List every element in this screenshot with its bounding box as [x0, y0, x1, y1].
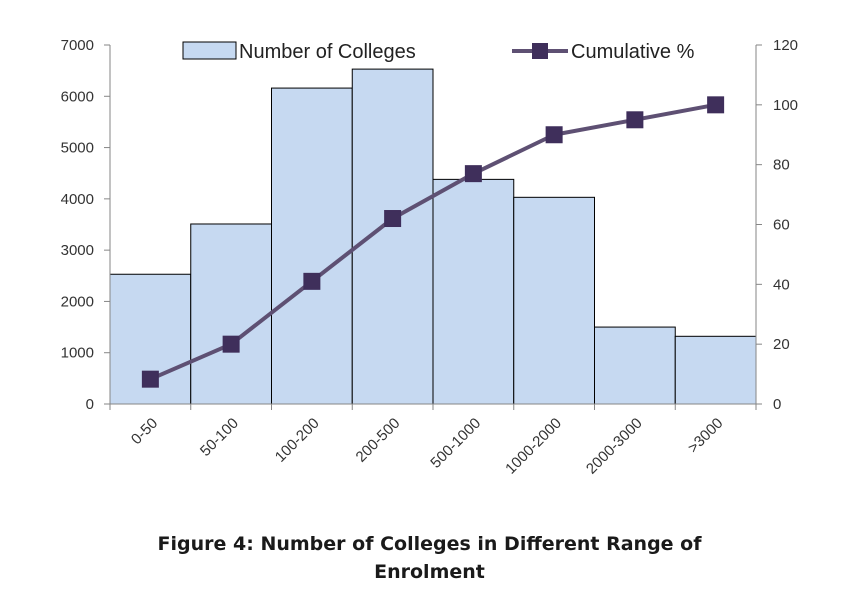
y2-tick-label-20: 20 — [773, 336, 790, 353]
cumulative-marker-500-1000 — [464, 165, 482, 183]
cumulative-line — [149, 102, 716, 382]
y-tick-label-1000: 1000 — [61, 345, 94, 362]
bar-2000-3000 — [594, 326, 676, 405]
cumulative-marker-2000-3000 — [626, 111, 644, 129]
legend-marker-cumulative — [532, 43, 548, 59]
legend-label-cumulative: Cumulative % — [571, 41, 695, 63]
y-tick-label-7000: 7000 — [61, 37, 94, 54]
bar-50-100 — [190, 223, 272, 405]
cumulative-marker-0-50 — [141, 370, 159, 388]
y-tick-label-5000: 5000 — [61, 140, 94, 157]
y-tick-label-3000: 3000 — [61, 242, 94, 259]
cumulative-marker-50-100 — [222, 335, 240, 353]
y2-tick-label-100: 100 — [773, 97, 798, 114]
bar->3000 — [674, 335, 757, 405]
chart-title-line-1: Figure 4: Number of Colleges in Differen… — [157, 533, 702, 555]
bar-1000-2000 — [513, 196, 595, 405]
bar-100-200 — [271, 87, 353, 405]
y2-tick-label-40: 40 — [773, 276, 790, 293]
y2-tick-label-120: 120 — [773, 37, 798, 54]
y2-tick-label-0: 0 — [773, 396, 781, 413]
y2-tick-label-60: 60 — [773, 217, 790, 234]
legend-swatch-number-of-colleges — [182, 41, 237, 60]
y-tick-label-4000: 4000 — [61, 191, 94, 208]
bar-200-500 — [351, 68, 434, 405]
y-tick-label-0: 0 — [86, 396, 94, 413]
chart-title-line-2: Enrolment — [374, 561, 485, 583]
y-tick-label-2000: 2000 — [61, 293, 94, 310]
cumulative-marker-100-200 — [303, 272, 321, 290]
cumulative-marker-1000-2000 — [545, 126, 563, 144]
cumulative-marker-200-500 — [384, 210, 402, 228]
cumulative-marker->3000 — [707, 96, 725, 114]
bar-500-1000 — [432, 178, 515, 405]
y2-tick-label-80: 80 — [773, 157, 790, 174]
y-tick-label-6000: 6000 — [61, 88, 94, 105]
legend-label-number-of-colleges: Number of Colleges — [239, 41, 416, 63]
